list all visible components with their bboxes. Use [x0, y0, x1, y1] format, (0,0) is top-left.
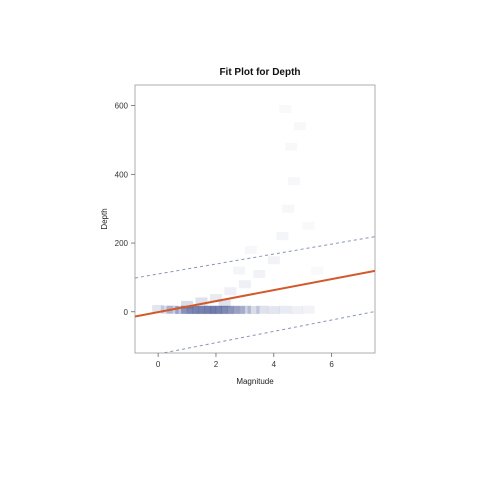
fit-line-layer — [135, 269, 375, 318]
x-tick-label: 4 — [272, 360, 277, 369]
density-point — [267, 256, 280, 265]
density-point — [198, 306, 211, 315]
density-point — [181, 300, 194, 309]
plot-frame — [134, 84, 376, 354]
x-tick-label: 2 — [214, 360, 219, 369]
y-tick-label: 600 — [115, 102, 129, 111]
density-point — [175, 306, 188, 315]
density-point — [209, 306, 222, 315]
density-point — [279, 105, 291, 113]
y-axis-label: Depth — [100, 208, 109, 229]
chart-title: Fit Plot for Depth — [219, 67, 300, 78]
density-point — [267, 306, 280, 315]
density-point — [221, 306, 234, 315]
density-point — [238, 305, 251, 314]
density-point — [227, 305, 240, 314]
density-point — [192, 305, 205, 314]
density-point — [218, 299, 231, 308]
density-point — [290, 306, 303, 315]
density-point — [302, 305, 315, 314]
prediction-band-upper — [135, 236, 375, 279]
density-point — [294, 122, 306, 130]
density-point — [224, 287, 237, 296]
y-tick-label: 200 — [115, 239, 129, 248]
fit-line — [135, 269, 375, 318]
density-point — [302, 222, 314, 230]
x-axis-ticks: 0 2 4 6 — [156, 353, 334, 369]
y-tick-label: 400 — [115, 170, 129, 179]
x-axis-label: Magnitude — [236, 377, 274, 386]
density-point — [209, 294, 222, 303]
density-point — [256, 305, 269, 314]
density-point — [233, 306, 246, 315]
density-point — [288, 177, 301, 186]
density-point — [253, 269, 266, 278]
prediction-band-layer — [135, 236, 375, 353]
x-tick-label: 6 — [329, 360, 334, 369]
density-point — [181, 305, 194, 314]
density-point — [279, 305, 292, 314]
y-axis-ticks: 0 200 400 600 — [115, 102, 135, 317]
density-layer — [152, 105, 323, 315]
density-point — [244, 245, 257, 254]
density-point — [238, 280, 251, 289]
density-point — [285, 143, 297, 151]
y-tick-label: 0 — [124, 308, 129, 317]
density-point — [204, 305, 217, 314]
density-point — [282, 204, 295, 213]
density-point — [186, 306, 199, 315]
density-point — [215, 305, 228, 314]
density-point — [276, 232, 289, 241]
prediction-band-lower — [160, 311, 375, 353]
density-point — [247, 306, 260, 315]
density-point — [195, 297, 208, 306]
density-point — [233, 266, 246, 275]
density-point — [311, 267, 323, 275]
density-point — [152, 305, 165, 314]
x-tick-label: 0 — [156, 360, 161, 369]
